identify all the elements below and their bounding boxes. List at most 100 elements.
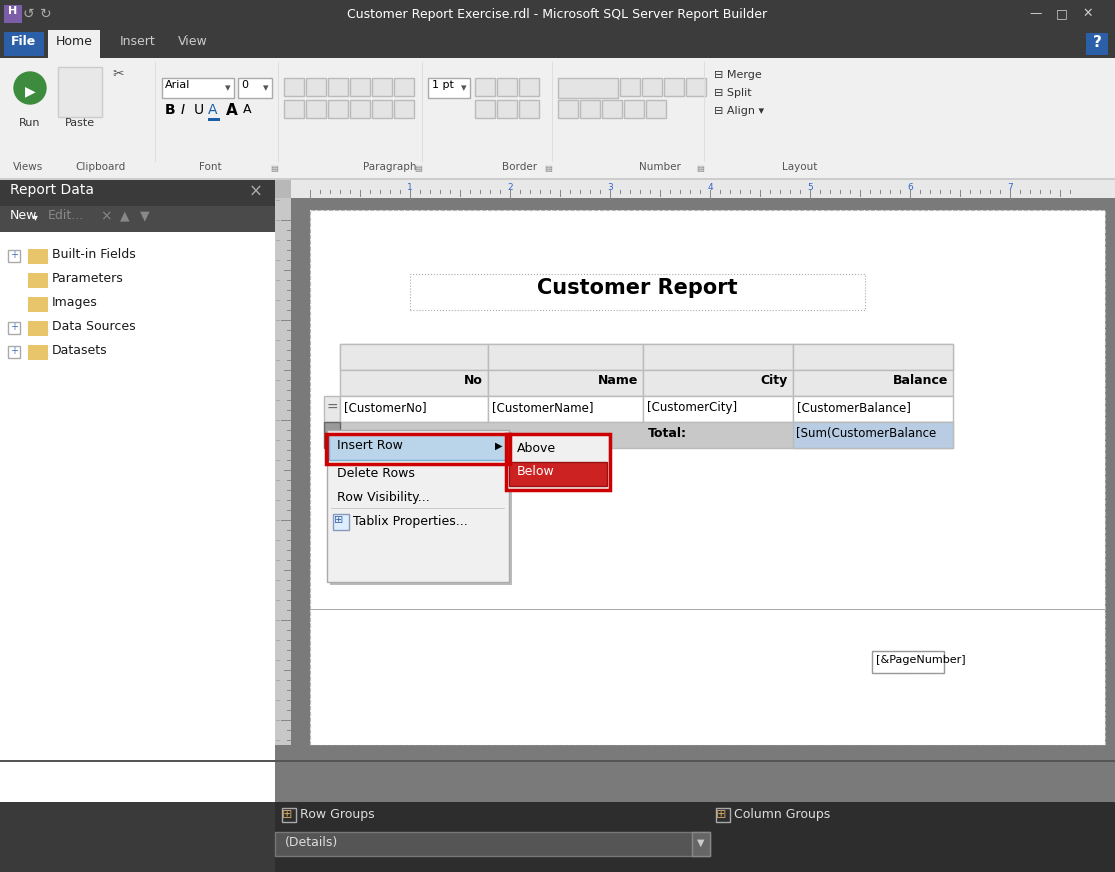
Text: Paragraph: Paragraph: [363, 162, 417, 172]
Bar: [28, 345, 37, 350]
Text: ⊞: ⊞: [282, 808, 292, 821]
Text: 7: 7: [1007, 183, 1012, 192]
Text: ▤: ▤: [270, 164, 278, 173]
Text: ⊟ Split: ⊟ Split: [714, 88, 752, 98]
Bar: [277, 720, 280, 721]
Bar: [602, 100, 622, 118]
Bar: [162, 78, 234, 98]
Text: [Sum(CustomerBalance: [Sum(CustomerBalance: [796, 427, 937, 440]
Bar: [287, 790, 291, 791]
Text: ↺: ↺: [22, 7, 33, 21]
Bar: [287, 240, 291, 241]
Text: Above: Above: [517, 442, 556, 455]
Bar: [394, 100, 414, 118]
Bar: [284, 370, 291, 371]
Bar: [287, 430, 291, 431]
Text: Arial: Arial: [165, 80, 191, 90]
Bar: [287, 510, 291, 511]
Text: ▲: ▲: [120, 209, 129, 222]
Text: H: H: [9, 6, 18, 16]
Bar: [872, 651, 944, 673]
Bar: [275, 745, 1115, 802]
Text: Total:: Total:: [648, 427, 687, 440]
Bar: [340, 344, 488, 370]
Bar: [282, 808, 295, 822]
Bar: [506, 434, 610, 490]
Bar: [277, 680, 280, 681]
Text: Edit...: Edit...: [48, 209, 85, 222]
Text: Balance: Balance: [893, 374, 948, 387]
Bar: [284, 78, 304, 96]
Bar: [0, 760, 1115, 762]
Bar: [475, 100, 495, 118]
Bar: [277, 400, 280, 401]
Bar: [277, 620, 280, 621]
Bar: [237, 78, 272, 98]
Bar: [287, 700, 291, 701]
Text: (Details): (Details): [285, 836, 338, 849]
Text: [CustomerBalance]: [CustomerBalance]: [797, 401, 911, 414]
Text: 1: 1: [407, 183, 413, 192]
Bar: [277, 480, 280, 481]
Text: Customer Report: Customer Report: [536, 278, 737, 298]
Bar: [287, 660, 291, 661]
Text: ▾: ▾: [225, 83, 231, 93]
Bar: [277, 660, 280, 661]
Bar: [333, 514, 349, 530]
Bar: [327, 430, 510, 582]
Bar: [281, 220, 291, 221]
Text: City: City: [760, 374, 788, 387]
Bar: [277, 460, 280, 461]
Bar: [4, 5, 22, 23]
Bar: [372, 78, 392, 96]
Bar: [277, 740, 280, 741]
Bar: [275, 198, 291, 802]
Bar: [277, 360, 280, 361]
Bar: [872, 651, 944, 673]
Text: File: File: [11, 35, 37, 48]
Bar: [277, 380, 280, 381]
Text: A: A: [226, 103, 237, 118]
Bar: [287, 640, 291, 641]
Bar: [284, 270, 291, 271]
Bar: [287, 760, 291, 761]
Bar: [1086, 33, 1108, 55]
Bar: [643, 344, 793, 370]
Bar: [287, 710, 291, 711]
Bar: [281, 720, 291, 721]
Text: Font: Font: [198, 162, 221, 172]
Bar: [287, 740, 291, 741]
Bar: [277, 520, 280, 521]
Text: Border: Border: [503, 162, 537, 172]
Text: Home: Home: [56, 35, 93, 48]
Bar: [287, 680, 291, 681]
Bar: [287, 590, 291, 591]
Bar: [277, 500, 280, 501]
Bar: [0, 30, 1115, 58]
Bar: [277, 300, 280, 301]
Text: Name: Name: [598, 374, 638, 387]
Bar: [284, 770, 291, 771]
Bar: [326, 434, 510, 464]
Text: Run: Run: [19, 118, 41, 128]
Text: 1 pt: 1 pt: [432, 80, 454, 90]
Bar: [287, 450, 291, 451]
Bar: [287, 780, 291, 781]
Text: 2: 2: [507, 183, 513, 192]
Bar: [287, 440, 291, 441]
Bar: [277, 200, 280, 201]
Bar: [330, 433, 512, 585]
Bar: [686, 78, 706, 96]
Text: Data Sources: Data Sources: [52, 320, 136, 333]
Text: A: A: [243, 103, 252, 116]
Text: Insert Row: Insert Row: [337, 439, 403, 452]
Bar: [4, 32, 43, 56]
Bar: [329, 434, 507, 460]
Bar: [793, 396, 953, 422]
Bar: [328, 100, 348, 118]
Bar: [287, 690, 291, 691]
Bar: [28, 321, 37, 326]
Bar: [287, 650, 291, 651]
Bar: [497, 100, 517, 118]
Text: 0: 0: [241, 80, 248, 90]
